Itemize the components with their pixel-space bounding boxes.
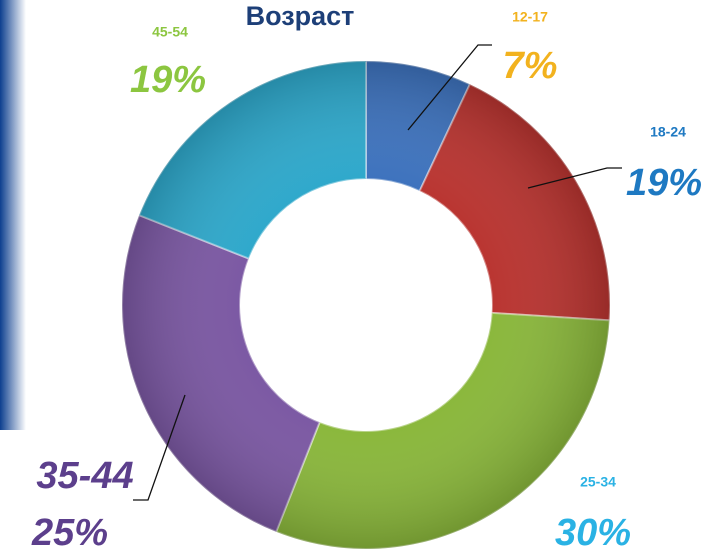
value-label: 25%	[31, 512, 108, 554]
category-label: 35-44	[36, 455, 133, 497]
leader-line	[527, 167, 622, 189]
category-label: 12-17	[512, 9, 548, 25]
category-label: 25-34	[580, 474, 616, 490]
value-label: 19%	[626, 162, 702, 204]
value-label: 19%	[130, 59, 206, 101]
category-label: 18-24	[650, 124, 686, 140]
value-label: 7%	[503, 45, 558, 87]
value-label: 30%	[555, 512, 631, 554]
leader-line	[133, 394, 186, 501]
slice	[121, 213, 321, 534]
leader-line	[407, 44, 492, 131]
chart-title: Возраст	[246, 1, 355, 31]
category-label: 45-54	[152, 24, 188, 40]
background-strip	[0, 0, 26, 430]
